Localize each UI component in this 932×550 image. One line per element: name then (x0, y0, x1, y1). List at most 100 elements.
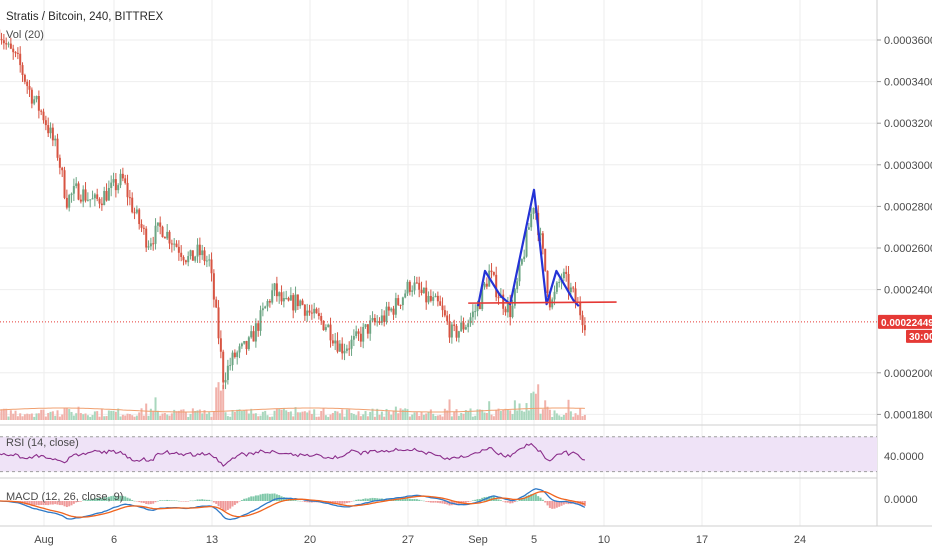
macd-hist-bar (96, 497, 99, 501)
candle-body (282, 297, 285, 302)
volume-bar (131, 415, 134, 420)
neckline-drawing[interactable] (468, 301, 617, 304)
macd-hist-bar (338, 501, 341, 504)
volume-bar (259, 415, 262, 420)
macd-hist-bar (173, 500, 176, 501)
macd-legend[interactable]: MACD (12, 26, close, 9) (6, 491, 123, 503)
volume-bar (16, 416, 19, 420)
candle-body (86, 199, 89, 201)
volume-bar (462, 413, 465, 420)
volume-legend[interactable]: Vol (20) (6, 29, 44, 41)
candle-body (541, 233, 544, 249)
candle-body (2, 40, 5, 44)
candle-body (93, 194, 96, 199)
candle-body (392, 308, 395, 315)
macd-hist-bar (124, 496, 127, 501)
time-axis[interactable]: Aug 6 13 20 27 Sep 5 10 17 24 (34, 534, 806, 546)
volume-bar (565, 412, 568, 420)
current-price-value: 0.00022449 (881, 318, 932, 329)
candle-body (317, 313, 320, 317)
volume-bar (576, 415, 579, 420)
volume-bar (243, 410, 246, 420)
candle-body (119, 173, 122, 186)
candle-body (56, 138, 59, 158)
macd-hist-bar (436, 501, 439, 503)
macd-hist-bar (208, 499, 211, 501)
candle-body (7, 43, 10, 45)
head-and-shoulders-drawing[interactable] (476, 188, 580, 307)
macd-hist-bar (464, 501, 467, 503)
macd-hist-bar (159, 500, 162, 501)
volume-bar (572, 416, 575, 420)
macd-hist-bar (434, 501, 437, 503)
macd-hist-bar (441, 501, 444, 504)
volume-bar (432, 413, 435, 420)
candle-body (513, 289, 516, 306)
volume-bar (495, 410, 498, 420)
volume-bar (371, 408, 374, 420)
macd-hist-bar (114, 496, 117, 501)
candle-body (126, 182, 129, 198)
macd-hist-bar (68, 501, 71, 507)
macd-hist-bar (222, 501, 225, 511)
volume-bar (558, 415, 561, 420)
symbol-title[interactable]: Stratis / Bitcoin, 240, BITTREX (6, 11, 164, 23)
macd-hist-bar (495, 498, 498, 501)
volume-bar (299, 412, 302, 420)
volume-bar (264, 410, 267, 420)
macd-hist-bar (257, 495, 260, 501)
macd-hist-bar (555, 501, 558, 508)
rsi-band (0, 436, 877, 472)
price-axis[interactable]: 0.00036000 0.00034000 0.00032000 0.00030000… (877, 35, 932, 421)
candle-body (124, 178, 127, 183)
volume-bar (341, 409, 344, 420)
macd-hist-bar (350, 501, 353, 502)
volume-bar (413, 412, 416, 420)
volume-bar (37, 413, 40, 420)
macd-hist-bar (418, 499, 421, 501)
candle-body (51, 127, 54, 141)
candle-body (345, 348, 348, 351)
volume-bar (182, 409, 185, 420)
candle-body (310, 312, 313, 314)
candle-body (117, 185, 120, 191)
macd-hist-bar (112, 495, 115, 501)
volume-bar (285, 410, 288, 420)
candle-body (161, 226, 164, 237)
volume-bar (481, 409, 484, 420)
volume-bar (525, 403, 528, 420)
macd-hist-bar (117, 496, 120, 501)
price-tick-label: 0.00024000 (884, 285, 932, 297)
candle-body (107, 187, 110, 201)
macd-hist-bar (86, 499, 89, 501)
volume-bar (415, 412, 418, 420)
candle-body (110, 182, 113, 188)
candle-body (485, 283, 488, 287)
macd-hist-bar (369, 498, 372, 501)
candle-body (352, 336, 355, 340)
volume-bar (140, 408, 143, 420)
volume-bar (457, 415, 460, 420)
price-tick-label: 0.00026000 (884, 243, 932, 255)
volume-bar (338, 413, 341, 420)
candle-body (511, 305, 514, 318)
candle-body (96, 194, 99, 199)
volume-bar (163, 412, 166, 420)
rsi-legend[interactable]: RSI (14, close) (6, 437, 79, 449)
candle-body (434, 295, 437, 298)
candle-body (219, 338, 222, 352)
volume-bar (397, 413, 400, 420)
candle-body (152, 243, 155, 245)
volume-bar (537, 384, 540, 420)
candle-body (532, 207, 535, 214)
macd-hist-bar (261, 493, 264, 501)
macd-hist-bar (530, 494, 533, 501)
volume-bar (504, 408, 507, 420)
macd-hist-bar (525, 495, 528, 501)
candle-body (259, 310, 262, 331)
macd-hist-bar (481, 497, 484, 501)
macd-hist-bar (429, 501, 432, 503)
volume-bar (103, 416, 106, 420)
candle-body (247, 337, 250, 350)
macd-hist-bar (322, 501, 325, 504)
